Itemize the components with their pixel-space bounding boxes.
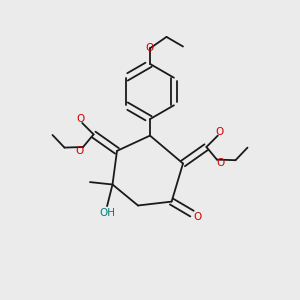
Text: O: O <box>215 127 224 137</box>
Text: O: O <box>75 146 84 156</box>
Text: O: O <box>146 43 154 53</box>
Text: OH: OH <box>99 208 115 218</box>
Text: O: O <box>216 158 225 169</box>
Text: O: O <box>193 212 202 222</box>
Text: O: O <box>76 114 85 124</box>
